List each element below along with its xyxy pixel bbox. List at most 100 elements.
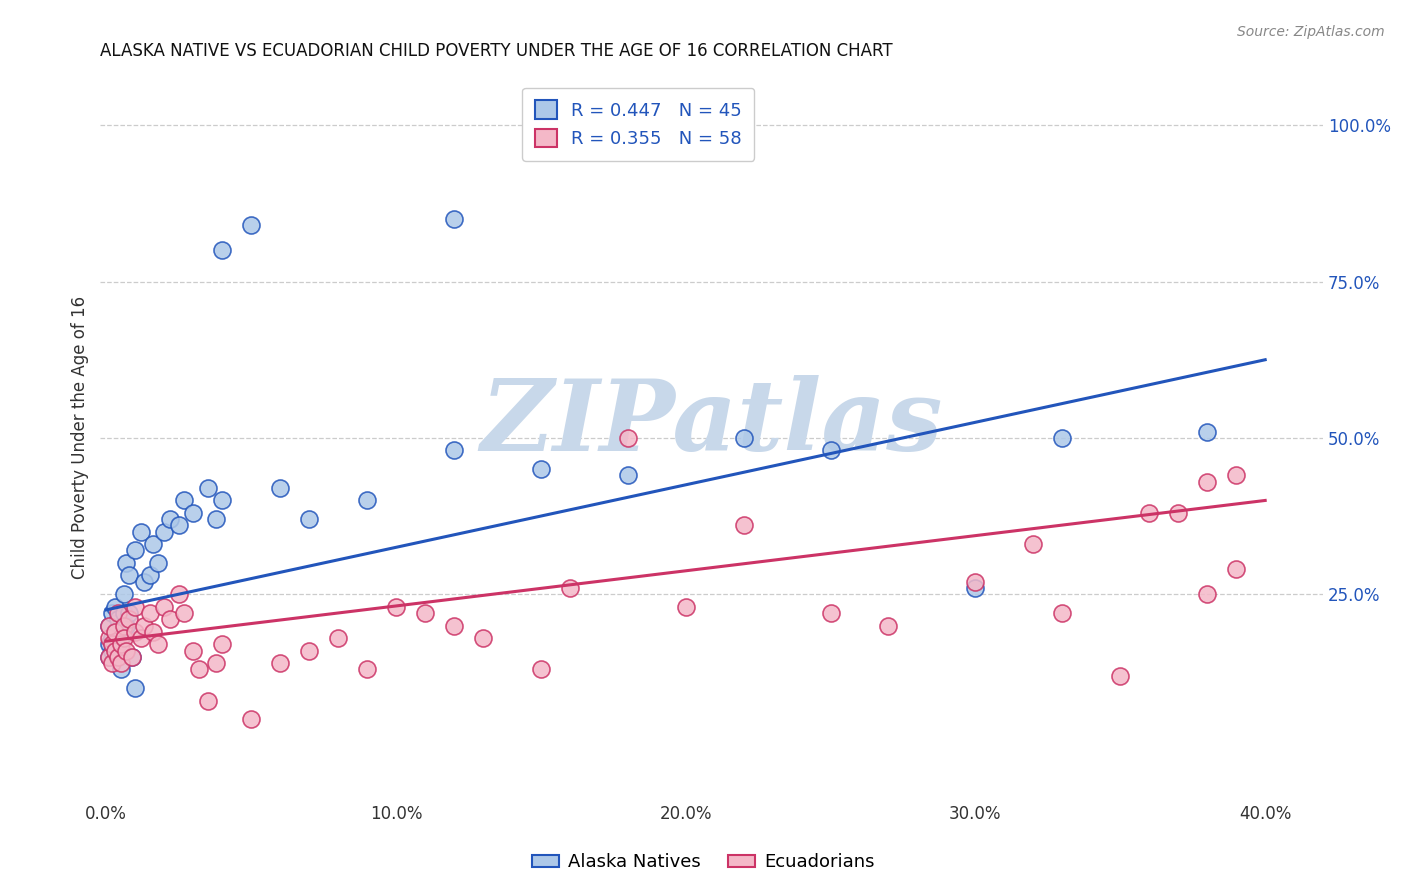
Point: [269, 481, 291, 495]
Point: [107, 606, 129, 620]
Point: [1225, 468, 1247, 483]
Point: [167, 587, 190, 601]
Point: [269, 656, 291, 670]
Point: [298, 643, 321, 657]
Point: [616, 431, 638, 445]
Point: [820, 606, 842, 620]
Point: [173, 606, 195, 620]
Point: [129, 524, 152, 539]
Point: [118, 612, 141, 626]
Point: [187, 662, 209, 676]
Point: [1109, 668, 1132, 682]
Point: [98, 649, 121, 664]
Point: [205, 656, 228, 670]
Point: [107, 637, 129, 651]
Point: [965, 581, 987, 595]
Point: [443, 443, 465, 458]
Point: [132, 618, 155, 632]
Point: [159, 612, 181, 626]
Point: [115, 618, 138, 632]
Point: [112, 606, 135, 620]
Point: [124, 681, 146, 695]
Point: [443, 618, 465, 632]
Point: [124, 543, 146, 558]
Point: [181, 643, 204, 657]
Point: [112, 587, 135, 601]
Point: [356, 493, 378, 508]
Point: [733, 518, 755, 533]
Point: [616, 468, 638, 483]
Point: [326, 631, 349, 645]
Point: [148, 556, 170, 570]
Point: [558, 581, 581, 595]
Point: [820, 443, 842, 458]
Point: [110, 631, 132, 645]
Point: [205, 512, 228, 526]
Point: [112, 618, 135, 632]
Point: [98, 631, 121, 645]
Point: [101, 631, 124, 645]
Point: [211, 637, 233, 651]
Point: [101, 656, 124, 670]
Point: [167, 518, 190, 533]
Point: [129, 631, 152, 645]
Point: [98, 618, 121, 632]
Point: [101, 637, 124, 651]
Point: [1197, 587, 1219, 601]
Point: [138, 606, 160, 620]
Text: ZIPatlas: ZIPatlas: [481, 376, 943, 472]
Point: [877, 618, 900, 632]
Point: [159, 512, 181, 526]
Text: Source: ZipAtlas.com: Source: ZipAtlas.com: [1237, 25, 1385, 39]
Point: [104, 643, 127, 657]
Text: ALASKA NATIVE VS ECUADORIAN CHILD POVERTY UNDER THE AGE OF 16 CORRELATION CHART: ALASKA NATIVE VS ECUADORIAN CHILD POVERT…: [100, 42, 893, 60]
Point: [965, 574, 987, 589]
Legend: R = 0.447   N = 45, R = 0.355   N = 58: R = 0.447 N = 45, R = 0.355 N = 58: [522, 87, 755, 161]
Point: [104, 624, 127, 639]
Point: [101, 643, 124, 657]
Legend: Alaska Natives, Ecuadorians: Alaska Natives, Ecuadorians: [524, 847, 882, 879]
Point: [115, 643, 138, 657]
Point: [471, 631, 494, 645]
Point: [104, 599, 127, 614]
Point: [104, 624, 127, 639]
Point: [132, 574, 155, 589]
Point: [1022, 537, 1045, 551]
Point: [530, 462, 553, 476]
Point: [197, 693, 219, 707]
Point: [1167, 506, 1189, 520]
Y-axis label: Child Poverty Under the Age of 16: Child Poverty Under the Age of 16: [72, 296, 89, 580]
Point: [107, 649, 129, 664]
Point: [101, 606, 124, 620]
Point: [115, 556, 138, 570]
Point: [138, 568, 160, 582]
Point: [733, 431, 755, 445]
Point: [98, 649, 121, 664]
Point: [141, 537, 163, 551]
Point: [110, 637, 132, 651]
Point: [181, 506, 204, 520]
Point: [124, 599, 146, 614]
Point: [1225, 562, 1247, 576]
Point: [110, 662, 132, 676]
Point: [153, 524, 176, 539]
Point: [385, 599, 408, 614]
Point: [110, 656, 132, 670]
Point: [240, 712, 263, 726]
Point: [356, 662, 378, 676]
Point: [1052, 606, 1074, 620]
Point: [1137, 506, 1160, 520]
Point: [413, 606, 436, 620]
Point: [1197, 475, 1219, 489]
Point: [124, 624, 146, 639]
Point: [443, 212, 465, 227]
Point: [112, 631, 135, 645]
Point: [675, 599, 697, 614]
Point: [98, 637, 121, 651]
Point: [141, 624, 163, 639]
Point: [121, 649, 143, 664]
Point: [1052, 431, 1074, 445]
Point: [298, 512, 321, 526]
Point: [118, 606, 141, 620]
Point: [530, 662, 553, 676]
